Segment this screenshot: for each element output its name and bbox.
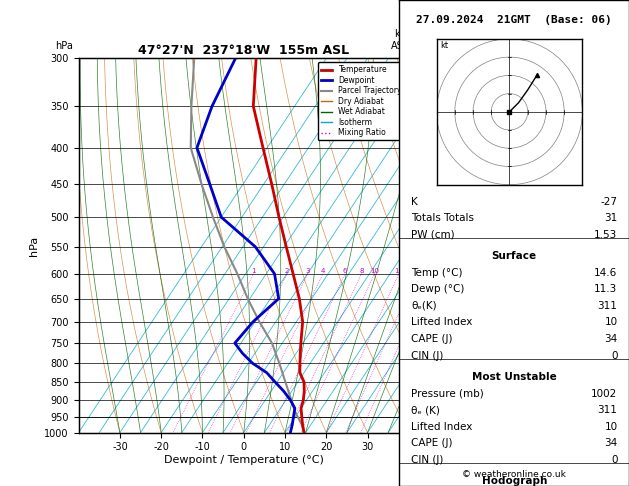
Text: Totals Totals: Totals Totals	[411, 213, 474, 224]
Text: 10: 10	[604, 421, 618, 432]
Text: 1.53: 1.53	[594, 230, 618, 240]
Text: hPa: hPa	[55, 41, 74, 51]
Y-axis label: Mixing Ratio (g/kg): Mixing Ratio (g/kg)	[426, 199, 436, 292]
Text: 20: 20	[412, 268, 421, 274]
Text: θₑ(K): θₑ(K)	[411, 301, 437, 311]
Text: 27.09.2024  21GMT  (Base: 06): 27.09.2024 21GMT (Base: 06)	[416, 15, 612, 25]
Text: Temp (°C): Temp (°C)	[411, 268, 462, 278]
Text: CAPE (J): CAPE (J)	[411, 438, 452, 448]
Text: 14.6: 14.6	[594, 268, 618, 278]
Y-axis label: hPa: hPa	[29, 235, 39, 256]
Text: θₑ (K): θₑ (K)	[411, 405, 440, 415]
Text: km
ASL: km ASL	[391, 29, 409, 51]
Legend: Temperature, Dewpoint, Parcel Trajectory, Dry Adiabat, Wet Adiabat, Isotherm, Mi: Temperature, Dewpoint, Parcel Trajectory…	[318, 62, 405, 140]
Text: 0: 0	[611, 454, 618, 465]
Text: 31: 31	[604, 213, 618, 224]
Text: 10: 10	[370, 268, 379, 274]
Text: kt: kt	[440, 41, 448, 50]
Text: Lifted Index: Lifted Index	[411, 421, 472, 432]
Text: 4: 4	[321, 268, 325, 274]
Text: 311: 311	[598, 405, 618, 415]
Text: 1: 1	[252, 268, 256, 274]
Text: 2: 2	[285, 268, 289, 274]
Text: 25: 25	[426, 268, 435, 274]
X-axis label: Dewpoint / Temperature (°C): Dewpoint / Temperature (°C)	[164, 455, 324, 465]
Text: LCL: LCL	[416, 412, 431, 421]
Text: Most Unstable: Most Unstable	[472, 372, 557, 382]
Text: Hodograph: Hodograph	[482, 476, 547, 486]
Text: CAPE (J): CAPE (J)	[411, 334, 452, 344]
Text: -27: -27	[601, 197, 618, 207]
Text: K: K	[411, 197, 418, 207]
Text: 10: 10	[604, 317, 618, 328]
Text: 34: 34	[604, 438, 618, 448]
Title: 47°27'N  237°18'W  155m ASL: 47°27'N 237°18'W 155m ASL	[138, 44, 349, 57]
Text: 3: 3	[306, 268, 310, 274]
Text: Pressure (mb): Pressure (mb)	[411, 388, 484, 399]
Text: 34: 34	[604, 334, 618, 344]
Text: CIN (J): CIN (J)	[411, 350, 443, 361]
Text: Surface: Surface	[492, 251, 537, 261]
Text: 0: 0	[611, 350, 618, 361]
Text: CIN (J): CIN (J)	[411, 454, 443, 465]
Text: PW (cm): PW (cm)	[411, 230, 455, 240]
Text: 8: 8	[359, 268, 364, 274]
Text: 311: 311	[598, 301, 618, 311]
Text: Dewp (°C): Dewp (°C)	[411, 284, 464, 295]
Text: 6: 6	[343, 268, 347, 274]
Text: 11.3: 11.3	[594, 284, 618, 295]
Text: 15: 15	[394, 268, 403, 274]
Text: © weatheronline.co.uk: © weatheronline.co.uk	[462, 469, 566, 479]
Text: Lifted Index: Lifted Index	[411, 317, 472, 328]
Text: 1002: 1002	[591, 388, 618, 399]
